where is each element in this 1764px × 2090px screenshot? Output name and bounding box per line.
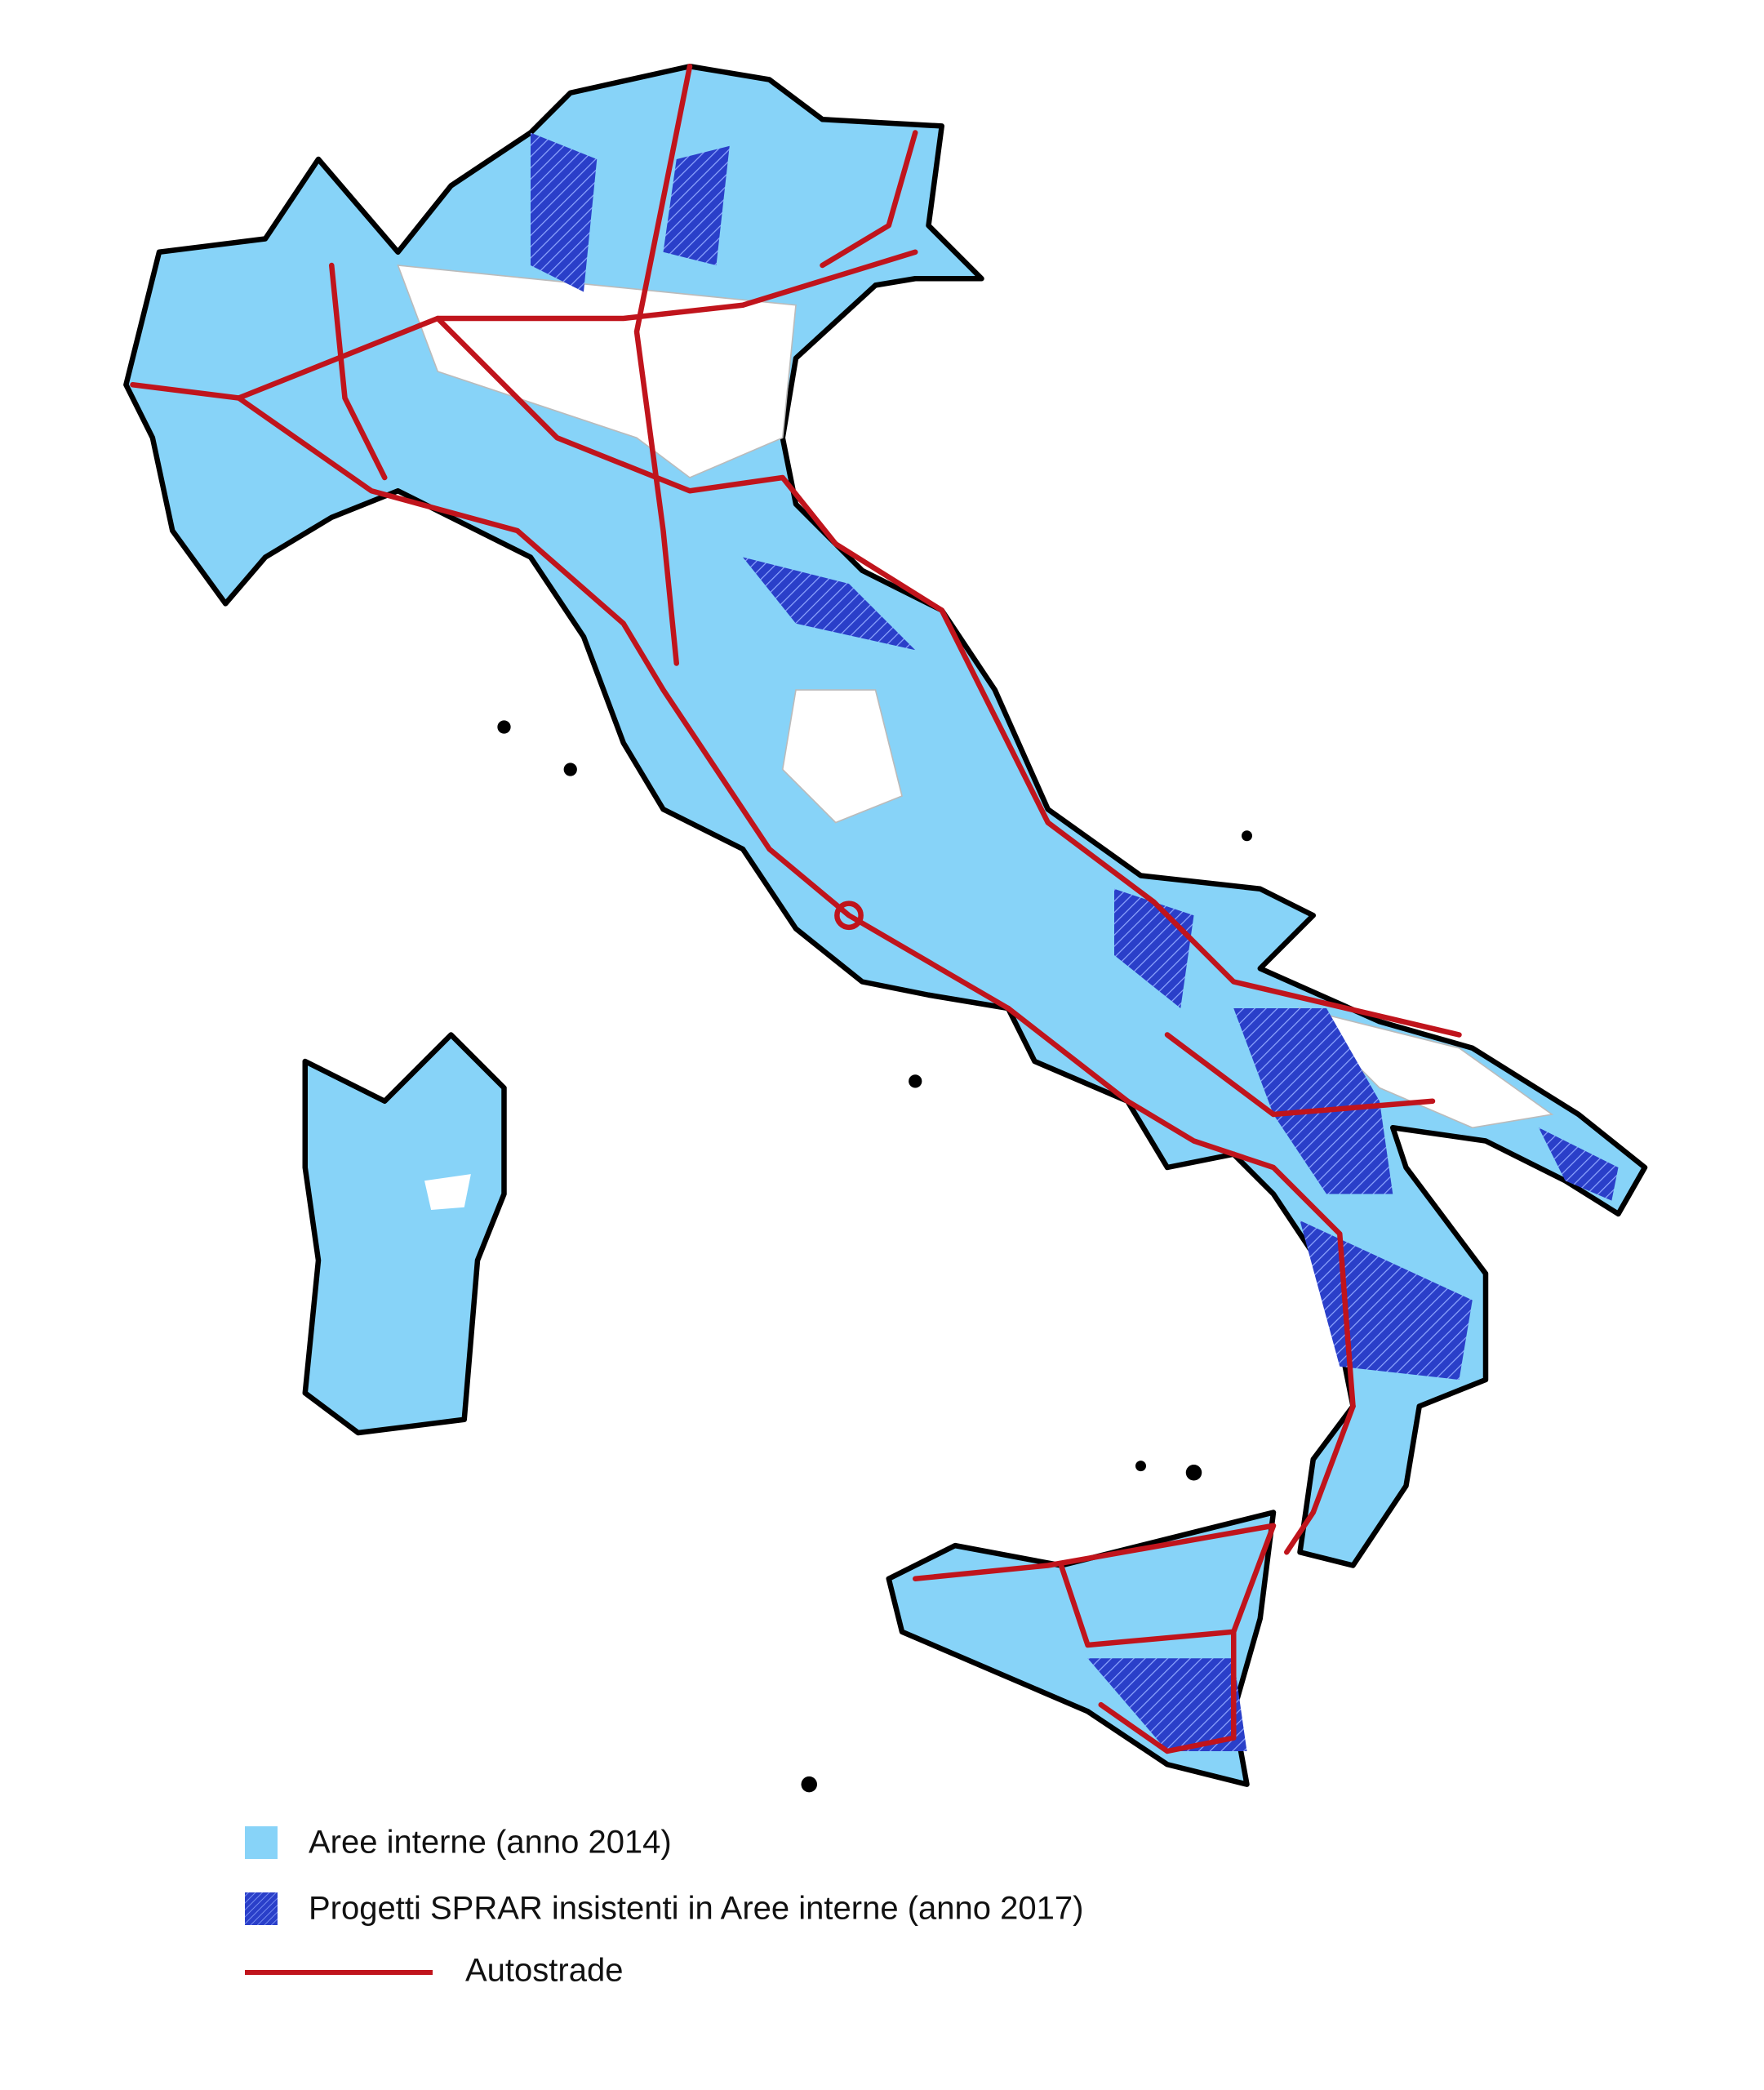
non-inner-area bbox=[424, 1174, 471, 1210]
island bbox=[1135, 1461, 1146, 1472]
sprar-area bbox=[1087, 1658, 1247, 1751]
italy-mainland bbox=[123, 64, 1648, 1568]
sardinia bbox=[302, 1032, 507, 1436]
island bbox=[497, 720, 511, 734]
legend-swatch bbox=[245, 1892, 278, 1925]
legend-label: Progetti SPRAR insistenti in Aree intern… bbox=[309, 1891, 1083, 1927]
motorway bbox=[435, 315, 1462, 1038]
motorway bbox=[633, 64, 693, 666]
non-inner-area bbox=[1297, 1007, 1554, 1129]
sprar-area bbox=[743, 557, 916, 651]
motorway bbox=[236, 395, 1356, 1555]
motorways bbox=[130, 64, 1462, 1754]
non-inner-area bbox=[781, 689, 903, 824]
legend-label: Aree interne (anno 2014) bbox=[309, 1825, 672, 1861]
map-body bbox=[123, 64, 1648, 1793]
island bbox=[909, 1074, 922, 1088]
ring-road bbox=[834, 900, 864, 931]
motorway bbox=[1058, 1563, 1237, 1648]
sprar-area bbox=[1539, 1127, 1619, 1201]
island bbox=[801, 1776, 817, 1793]
sprar-area bbox=[531, 132, 598, 292]
islands bbox=[497, 720, 1252, 1793]
motorway bbox=[130, 249, 918, 401]
sprar-areas bbox=[531, 132, 1619, 1751]
legend: Aree interne (anno 2014) Progetti SPRAR … bbox=[245, 1825, 1083, 1989]
motorway bbox=[329, 262, 388, 481]
motorway bbox=[1164, 1032, 1436, 1118]
island bbox=[1242, 830, 1252, 842]
sprar-area bbox=[1233, 1008, 1393, 1194]
island bbox=[563, 763, 577, 776]
legend-label: Autostrade bbox=[465, 1953, 623, 1989]
legend-swatch bbox=[245, 1826, 278, 1859]
motorway bbox=[820, 130, 918, 269]
island bbox=[1185, 1465, 1202, 1481]
sprar-area bbox=[663, 145, 730, 265]
